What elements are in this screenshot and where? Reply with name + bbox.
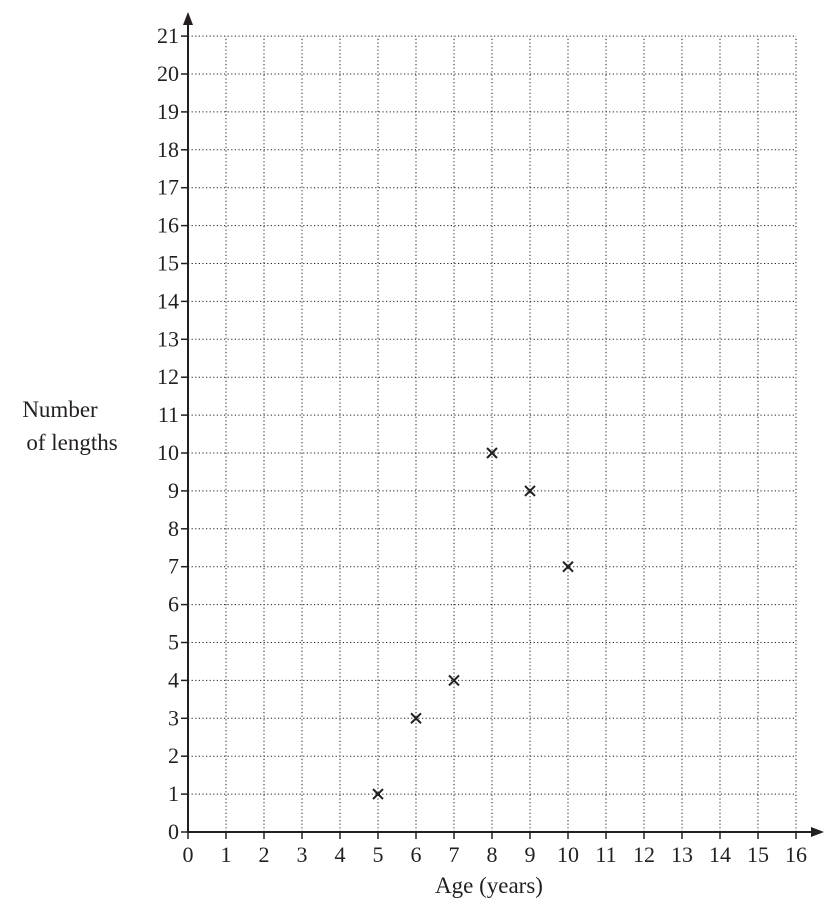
x-axis-title: Age (years) — [435, 873, 543, 898]
x-tick-label-4: 4 — [335, 842, 346, 867]
y-axis-title-line-1: Number — [22, 397, 98, 422]
y-tick-label-20: 20 — [157, 61, 179, 86]
x-tick-label-14: 14 — [709, 842, 731, 867]
y-tick-label-2: 2 — [168, 743, 179, 768]
y-tick-label-3: 3 — [168, 705, 179, 730]
x-tick-labels: 0 1 2 3 4 5 6 7 8 9 10 11 12 13 14 15 16 — [183, 842, 808, 867]
data-point-6 — [562, 560, 574, 573]
data-point-stroke — [486, 447, 498, 459]
y-tick-label-5: 5 — [168, 630, 179, 655]
data-point-2 — [410, 712, 422, 725]
y-tick-label-4: 4 — [168, 667, 179, 692]
y-tick-label-14: 14 — [157, 288, 179, 313]
y-tick-label-12: 12 — [157, 364, 179, 389]
tick-marks — [181, 35, 797, 839]
x-tick-label-11: 11 — [595, 842, 616, 867]
y-tick-label-13: 13 — [157, 326, 179, 351]
x-tick-label-16: 16 — [785, 842, 807, 867]
y-tick-label-7: 7 — [168, 554, 179, 579]
y-tick-label-6: 6 — [168, 592, 179, 617]
x-tick-label-7: 7 — [449, 842, 460, 867]
x-tick-label-6: 6 — [411, 842, 422, 867]
y-tick-label-16: 16 — [157, 213, 179, 238]
data-point-stroke — [562, 560, 574, 573]
x-tick-label-0: 0 — [183, 842, 194, 867]
data-point-3 — [448, 674, 460, 687]
data-point-stroke — [448, 674, 460, 687]
y-tick-label-9: 9 — [168, 478, 179, 503]
y-axis-title-line-2: of lengths — [26, 430, 117, 455]
data-point-1 — [372, 788, 384, 800]
y-tick-label-15: 15 — [157, 251, 179, 276]
x-tick-label-2: 2 — [259, 842, 270, 867]
y-tick-label-18: 18 — [157, 137, 179, 162]
y-tick-label-10: 10 — [157, 440, 179, 465]
x-tick-label-1: 1 — [221, 842, 232, 867]
data-points — [372, 447, 574, 800]
y-axis-arrow — [183, 12, 193, 25]
data-point-4 — [486, 447, 498, 459]
axes — [183, 12, 824, 837]
data-point-stroke — [410, 712, 422, 725]
x-tick-label-5: 5 — [373, 842, 384, 867]
x-tick-label-10: 10 — [557, 842, 579, 867]
y-tick-label-11: 11 — [158, 402, 179, 427]
x-tick-label-9: 9 — [525, 842, 536, 867]
y-tick-label-19: 19 — [157, 99, 179, 124]
data-point-stroke — [524, 485, 536, 497]
y-tick-label-21: 21 — [157, 23, 179, 48]
x-tick-label-13: 13 — [671, 842, 693, 867]
x-tick-label-3: 3 — [297, 842, 308, 867]
grid-lines — [188, 35, 797, 832]
y-tick-label-1: 1 — [168, 781, 179, 806]
x-axis-arrow — [811, 827, 824, 837]
y-tick-label-17: 17 — [157, 175, 179, 200]
x-tick-label-8: 8 — [487, 842, 498, 867]
y-tick-label-8: 8 — [168, 516, 179, 541]
x-tick-label-15: 15 — [747, 842, 769, 867]
data-point-5 — [524, 485, 536, 497]
y-tick-label-0: 0 — [168, 819, 179, 844]
data-point-stroke — [372, 788, 384, 800]
x-tick-label-12: 12 — [633, 842, 655, 867]
